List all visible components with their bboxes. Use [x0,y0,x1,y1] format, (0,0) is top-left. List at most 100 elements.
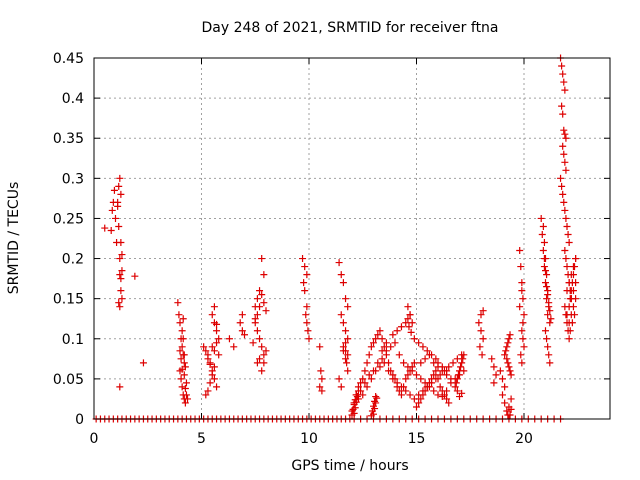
x-tick-label: 5 [197,431,206,447]
data-point [376,327,384,335]
data-point [318,387,326,395]
data-point [503,343,511,351]
data-point [423,383,431,391]
data-point [176,319,184,327]
data-point [504,339,512,347]
data-point [428,375,436,383]
data-point [562,214,570,222]
data-point [256,303,264,311]
data-point [115,299,123,307]
data-point [180,359,188,367]
data-point [385,367,393,375]
data-point [367,343,375,351]
data-point [378,355,386,363]
data-point [572,255,580,263]
data-point [177,375,185,383]
data-point [317,367,325,375]
data-point [564,230,572,238]
data-point [558,62,566,70]
data-point [181,385,189,393]
data-point [563,263,571,271]
data-point [545,351,553,359]
data-point [517,263,525,271]
data-point [101,224,109,232]
data-point [452,379,460,387]
y-tick-label: 0.1 [62,332,84,348]
data-point [459,355,467,363]
data-point [434,375,442,383]
data-point [566,327,574,335]
data-point [397,383,405,391]
chart-title: Day 248 of 2021, SRMTID for receiver ftn… [201,20,498,36]
data-point [415,339,423,347]
data-point [182,391,190,399]
data-point [343,359,351,367]
data-point [118,251,126,259]
data-point [499,391,506,399]
data-point [432,355,440,363]
data-point [177,355,185,363]
data-point [391,339,399,347]
data-point [206,360,214,368]
x-axis-label: GPS time / hours [291,458,408,474]
x-tick-label: 15 [408,431,426,447]
x-tick-label: 0 [90,431,99,447]
data-point [372,367,380,375]
y-tick-label: 0.45 [53,51,84,67]
data-point [449,359,457,367]
data-point [506,367,514,375]
data-point [539,222,547,230]
data-point [488,355,496,363]
data-point [372,399,380,407]
data-point [419,343,427,351]
data-point [546,319,554,327]
data-point [560,126,568,134]
data-point [402,375,410,383]
data-point [404,371,412,379]
data-point [256,287,264,295]
data-point [561,86,569,94]
data-point [517,351,525,359]
data-point [365,371,373,379]
data-point [557,174,565,182]
data-point [365,351,373,359]
plot-frame [93,57,611,420]
data-point [571,311,579,319]
data-point [262,307,270,315]
data-point [520,311,528,319]
data-point [540,263,548,271]
data-point [339,319,347,327]
data-point [299,255,307,263]
data-point [389,375,397,383]
data-point [417,375,425,383]
data-point [337,271,345,279]
data-point [559,70,567,78]
data-point [417,359,425,367]
data-point [506,331,514,339]
data-point [402,387,410,395]
data-point [542,267,549,275]
data-point [438,387,446,395]
data-point [454,371,462,379]
data-point [518,279,526,287]
data-point [560,198,568,206]
data-point [236,319,244,327]
data-point [404,303,412,311]
data-point [107,226,115,234]
data-point [225,335,233,343]
data-point [438,367,446,375]
data-point [210,363,218,371]
data-point [371,405,379,413]
data-point [210,375,218,383]
data-point [318,375,326,383]
data-point [215,335,223,343]
data-point [258,343,266,351]
data-point [258,367,266,375]
data-point [572,279,580,287]
data-point [373,394,381,402]
data-point [300,279,308,287]
data-point [490,363,498,371]
data-point [112,214,119,222]
data-point [505,363,513,371]
data-point [400,359,408,367]
